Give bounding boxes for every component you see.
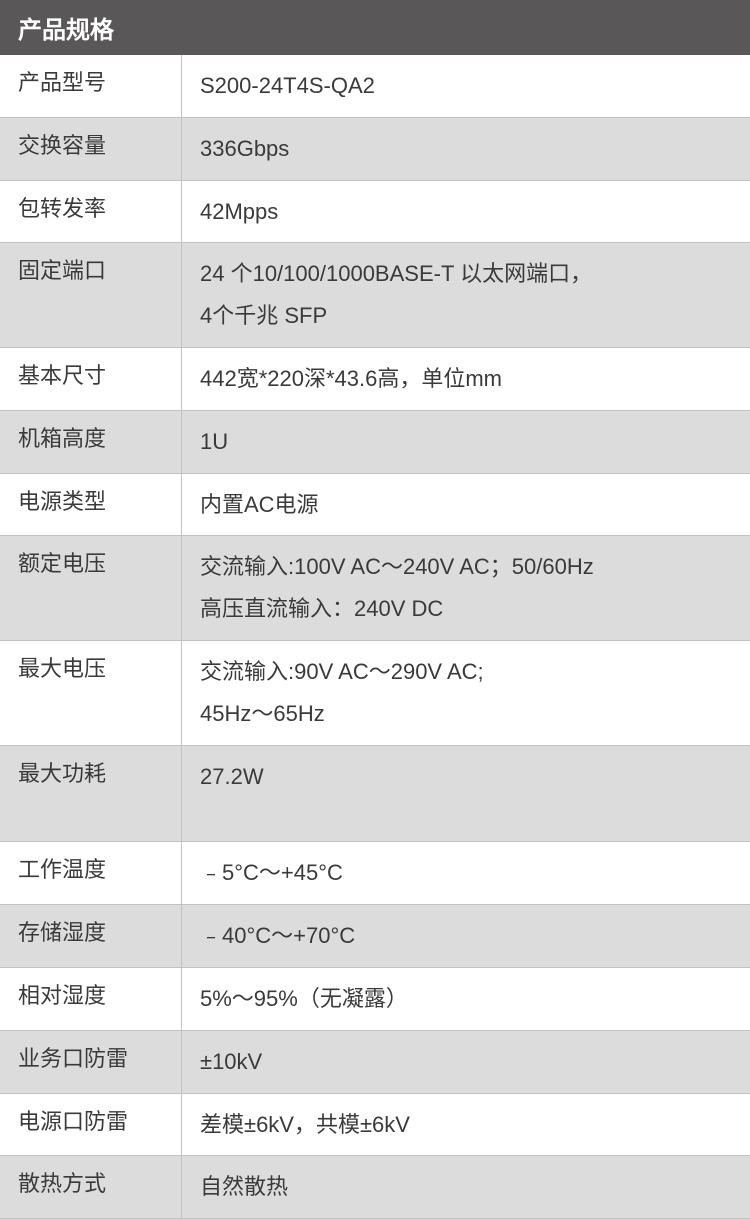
- spec-value-text: 自然散热: [200, 1166, 732, 1208]
- spec-label: 基本尺寸: [0, 348, 182, 410]
- spec-label: 存储湿度: [0, 905, 182, 967]
- spec-label-text: 相对湿度: [18, 978, 106, 1010]
- spec-value: 内置AC电源: [182, 474, 750, 536]
- spec-row: 最大功耗 27.2W: [0, 746, 750, 843]
- spec-value-text: 442宽*220深*43.6高，单位mm: [200, 358, 732, 400]
- spec-label: 交换容量: [0, 118, 182, 180]
- spec-label-text: 基本尺寸: [18, 358, 106, 390]
- spec-row: 电源口防雷 差模±6kV，共模±6kV: [0, 1094, 750, 1157]
- spec-label-text: 业务口防雷: [18, 1041, 128, 1073]
- spec-value: 交流输入:90V AC～290V AC;45Hz～65Hz: [182, 641, 750, 745]
- spec-value-text: 5%～95%（无凝露）: [200, 978, 732, 1020]
- spec-row: 相对湿度 5%～95%（无凝露）: [0, 968, 750, 1031]
- spec-value-text: 42Mpps: [200, 191, 732, 233]
- spec-value-text: 336Gbps: [200, 128, 732, 170]
- spec-value: ﹣5°C～+45°C: [182, 842, 750, 904]
- spec-value: 42Mpps: [182, 181, 750, 243]
- spec-row: 最大电压 交流输入:90V AC～290V AC;45Hz～65Hz: [0, 641, 750, 746]
- spec-header: 产品规格: [0, 0, 750, 55]
- spec-label-text: 机箱高度: [18, 421, 106, 453]
- spec-value: 差模±6kV，共模±6kV: [182, 1094, 750, 1156]
- spec-label: 机箱高度: [0, 411, 182, 473]
- spec-value-text: S200-24T4S-QA2: [200, 65, 732, 107]
- spec-label: 相对湿度: [0, 968, 182, 1030]
- spec-row: 交换容量 336Gbps: [0, 118, 750, 181]
- spec-header-title: 产品规格: [18, 17, 114, 44]
- spec-label-text: 包转发率: [18, 191, 106, 223]
- spec-row: 机箱高度 1U: [0, 411, 750, 474]
- spec-value: ±10kV: [182, 1031, 750, 1093]
- spec-value: 5%～95%（无凝露）: [182, 968, 750, 1030]
- spec-label: 最大电压: [0, 641, 182, 745]
- spec-label: 电源口防雷: [0, 1094, 182, 1156]
- spec-row: 固定端口 24 个10/100/1000BASE-T 以太网端口，4个千兆 SFP: [0, 243, 750, 348]
- spec-value: 336Gbps: [182, 118, 750, 180]
- spec-label-text: 存储湿度: [18, 915, 106, 947]
- spec-label-text: 固定端口: [18, 253, 106, 285]
- spec-label-text: 最大电压: [18, 651, 106, 683]
- spec-label-text: 最大功耗: [18, 756, 106, 788]
- spec-label-text: 电源类型: [18, 484, 106, 516]
- spec-value: ﹣40°C～+70°C: [182, 905, 750, 967]
- spec-label-text: 工作温度: [18, 852, 106, 884]
- spec-value-text: 交流输入:100V AC～240V AC；50/60Hz: [200, 546, 732, 588]
- spec-label-text: 交换容量: [18, 128, 106, 160]
- spec-label-text: 产品型号: [18, 65, 106, 97]
- spec-rows: 产品型号 S200-24T4S-QA2 交换容量 336Gbps 包转发率 42Mpps 固…: [0, 55, 750, 1219]
- spec-value-text: 差模±6kV，共模±6kV: [200, 1104, 732, 1146]
- spec-value-text: 24 个10/100/1000BASE-T 以太网端口，: [200, 253, 732, 295]
- spec-label: 业务口防雷: [0, 1031, 182, 1093]
- spec-value-text: ±10kV: [200, 1041, 732, 1083]
- spec-value-text: 内置AC电源: [200, 484, 732, 526]
- spec-row: 产品型号 S200-24T4S-QA2: [0, 55, 750, 118]
- spec-label: 工作温度: [0, 842, 182, 904]
- spec-value-text: 1U: [200, 421, 732, 463]
- spec-value-text: ﹣40°C～+70°C: [200, 915, 732, 957]
- spec-label-text: 电源口防雷: [18, 1104, 128, 1136]
- spec-value: 交流输入:100V AC～240V AC；50/60Hz高压直流输入：240V …: [182, 536, 750, 640]
- spec-label: 散热方式: [0, 1156, 182, 1218]
- spec-row: 存储湿度 ﹣40°C～+70°C: [0, 905, 750, 968]
- spec-label: 额定电压: [0, 536, 182, 640]
- spec-value-text: 交流输入:90V AC～290V AC;: [200, 651, 732, 693]
- spec-row: 包转发率 42Mpps: [0, 181, 750, 244]
- spec-label: 最大功耗: [0, 746, 182, 842]
- spec-row: 业务口防雷 ±10kV: [0, 1031, 750, 1094]
- spec-label: 固定端口: [0, 243, 182, 347]
- spec-value-text: ﹣5°C～+45°C: [200, 852, 732, 894]
- spec-row: 基本尺寸 442宽*220深*43.6高，单位mm: [0, 348, 750, 411]
- spec-row: 额定电压 交流输入:100V AC～240V AC；50/60Hz高压直流输入：2…: [0, 536, 750, 641]
- spec-value: S200-24T4S-QA2: [182, 55, 750, 117]
- spec-value-text: 45Hz～65Hz: [200, 693, 732, 735]
- spec-label-text: 额定电压: [18, 546, 106, 578]
- spec-value: 442宽*220深*43.6高，单位mm: [182, 348, 750, 410]
- spec-value-text: 高压直流输入：240V DC: [200, 588, 732, 630]
- spec-row: 工作温度 ﹣5°C～+45°C: [0, 842, 750, 905]
- spec-label: 包转发率: [0, 181, 182, 243]
- spec-label: 电源类型: [0, 474, 182, 536]
- spec-value: 自然散热: [182, 1156, 750, 1218]
- spec-table: 产品规格 产品型号 S200-24T4S-QA2 交换容量 336Gbps 包转发率 42…: [0, 0, 750, 1219]
- spec-row: 散热方式 自然散热: [0, 1156, 750, 1219]
- spec-value-text: 4个千兆 SFP: [200, 295, 732, 337]
- spec-value-text: 27.2W: [200, 756, 732, 798]
- spec-row: 电源类型 内置AC电源: [0, 474, 750, 537]
- spec-label-text: 散热方式: [18, 1166, 106, 1198]
- spec-value: 27.2W: [182, 746, 750, 842]
- spec-value: 1U: [182, 411, 750, 473]
- spec-label: 产品型号: [0, 55, 182, 117]
- spec-value: 24 个10/100/1000BASE-T 以太网端口，4个千兆 SFP: [182, 243, 750, 347]
